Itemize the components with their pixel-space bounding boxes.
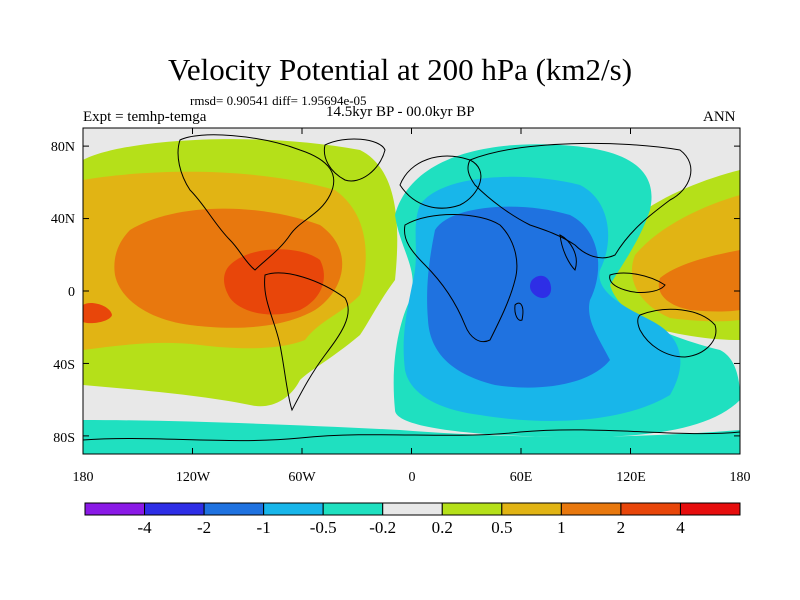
- y-tick-label-80N: 80N: [50, 140, 75, 155]
- contour-2-left: [83, 303, 112, 324]
- colorbar-swatch-6: [441, 502, 503, 516]
- contour-minus-1: [427, 206, 610, 388]
- y-tick-label-40N: 40N: [50, 212, 75, 227]
- colorbar-swatch-9: [620, 502, 681, 516]
- colorbar-label-3: -0.5: [309, 518, 337, 537]
- y-tick-label-80S: 80S: [53, 431, 75, 446]
- x-tick-label-120W: 120W: [175, 470, 211, 485]
- coast-madagascar: [514, 302, 524, 321]
- y-tick-label-0: 0: [68, 285, 75, 300]
- colorbar: [84, 502, 741, 516]
- colorbar-swatch-2: [203, 502, 265, 516]
- colorbar-swatch-4: [322, 502, 384, 516]
- contour-minus-2: [530, 275, 552, 298]
- experiment-label: Expt = temhp-temga: [83, 109, 207, 125]
- coast-asia: [467, 142, 692, 259]
- coast-australia: [637, 308, 717, 358]
- x-tick-label-120E: 120E: [616, 470, 646, 485]
- season-label: ANN: [703, 109, 736, 125]
- x-tick-label-0: 0: [408, 470, 416, 485]
- coastlines: [83, 134, 740, 442]
- contour-2: [224, 249, 324, 315]
- colorbar-label-5: 0.2: [431, 518, 453, 537]
- contour-field: [83, 128, 740, 454]
- x-tick-label-180W: 180: [72, 470, 94, 485]
- colorbar-label-4: -0.2: [369, 518, 397, 537]
- colorbar-label-0: -4: [137, 518, 152, 537]
- x-tick-label-180E: 180: [729, 470, 751, 485]
- time-period-label: 14.5kyr BP - 00.0kyr BP: [326, 104, 475, 120]
- coast-north-america: [177, 134, 335, 271]
- contour-minus-0.2-south: [83, 420, 740, 454]
- colorbar-swatch-0: [84, 502, 146, 516]
- colorbar-label-6: 0.5: [491, 518, 513, 537]
- axis-ticks: [82, 128, 741, 454]
- contour-1-east: [658, 250, 740, 312]
- colorbar-label-7: 1: [557, 518, 566, 537]
- colorbar-swatch-8: [560, 502, 622, 516]
- colorbar-label-9: 4: [676, 518, 685, 537]
- colorbar-label-8: 2: [616, 518, 626, 537]
- x-tick-label-60W: 60W: [288, 470, 316, 485]
- coast-maritime-continent: [609, 272, 666, 293]
- colorbar-swatch-7: [501, 502, 562, 516]
- coast-south-america: [264, 272, 349, 412]
- y-tick-label-40S: 40S: [53, 358, 75, 373]
- x-tick-label-60E: 60E: [509, 470, 533, 485]
- colorbar-swatch-1: [144, 502, 205, 516]
- colorbar-label-2: -1: [256, 518, 271, 537]
- coast-greenland: [323, 138, 386, 182]
- colorbar-swatch-3: [263, 502, 324, 516]
- colorbar-swatch-5: [382, 502, 443, 516]
- coast-india: [559, 234, 577, 271]
- rmsd-diff-stats: rmsd= 0.90541 diff= 1.95694e-05: [190, 93, 367, 108]
- colorbar-swatch-10: [679, 502, 741, 516]
- plot-title: Velocity Potential at 200 hPa (km2/s): [167, 52, 633, 87]
- coast-antarctica: [83, 429, 740, 442]
- coast-africa: [403, 214, 518, 343]
- coast-europe: [399, 155, 482, 209]
- colorbar-label-1: -2: [196, 518, 212, 537]
